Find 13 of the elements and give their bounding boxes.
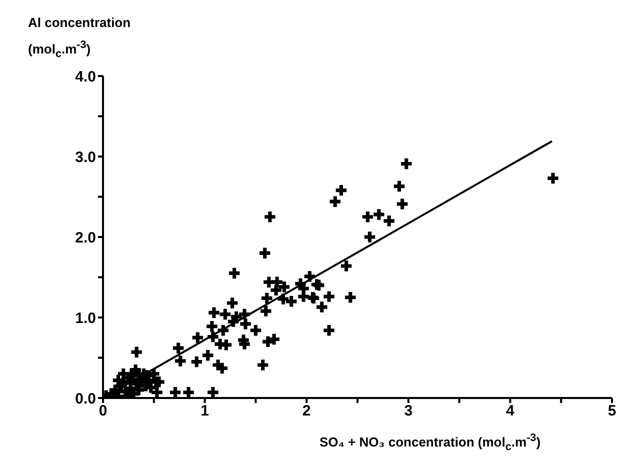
x-tick-label: 2: [302, 402, 311, 420]
x-tick-label: 0: [98, 402, 108, 420]
x-tick-label: 3: [404, 402, 413, 420]
y-tick-label: 0.0: [75, 390, 96, 408]
y-axis-title: Al concentration (mol$_{c}$.m$^{-3}$): [28, 14, 132, 62]
y-tick-label: 2.0: [75, 229, 96, 246]
x-axis-title: SO₄ + NO₃ concentration (mol$_{c}$.m$^{-3}$): [318, 432, 542, 453]
x-tick-label: 5: [608, 402, 616, 420]
y-tick-label: 3.0: [75, 148, 96, 166]
x-tick-label: 1: [200, 402, 209, 420]
y-tick-label: 4.0: [75, 68, 96, 86]
x-tick-label: 4: [506, 402, 516, 420]
y-tick-label: 1.0: [75, 310, 96, 327]
